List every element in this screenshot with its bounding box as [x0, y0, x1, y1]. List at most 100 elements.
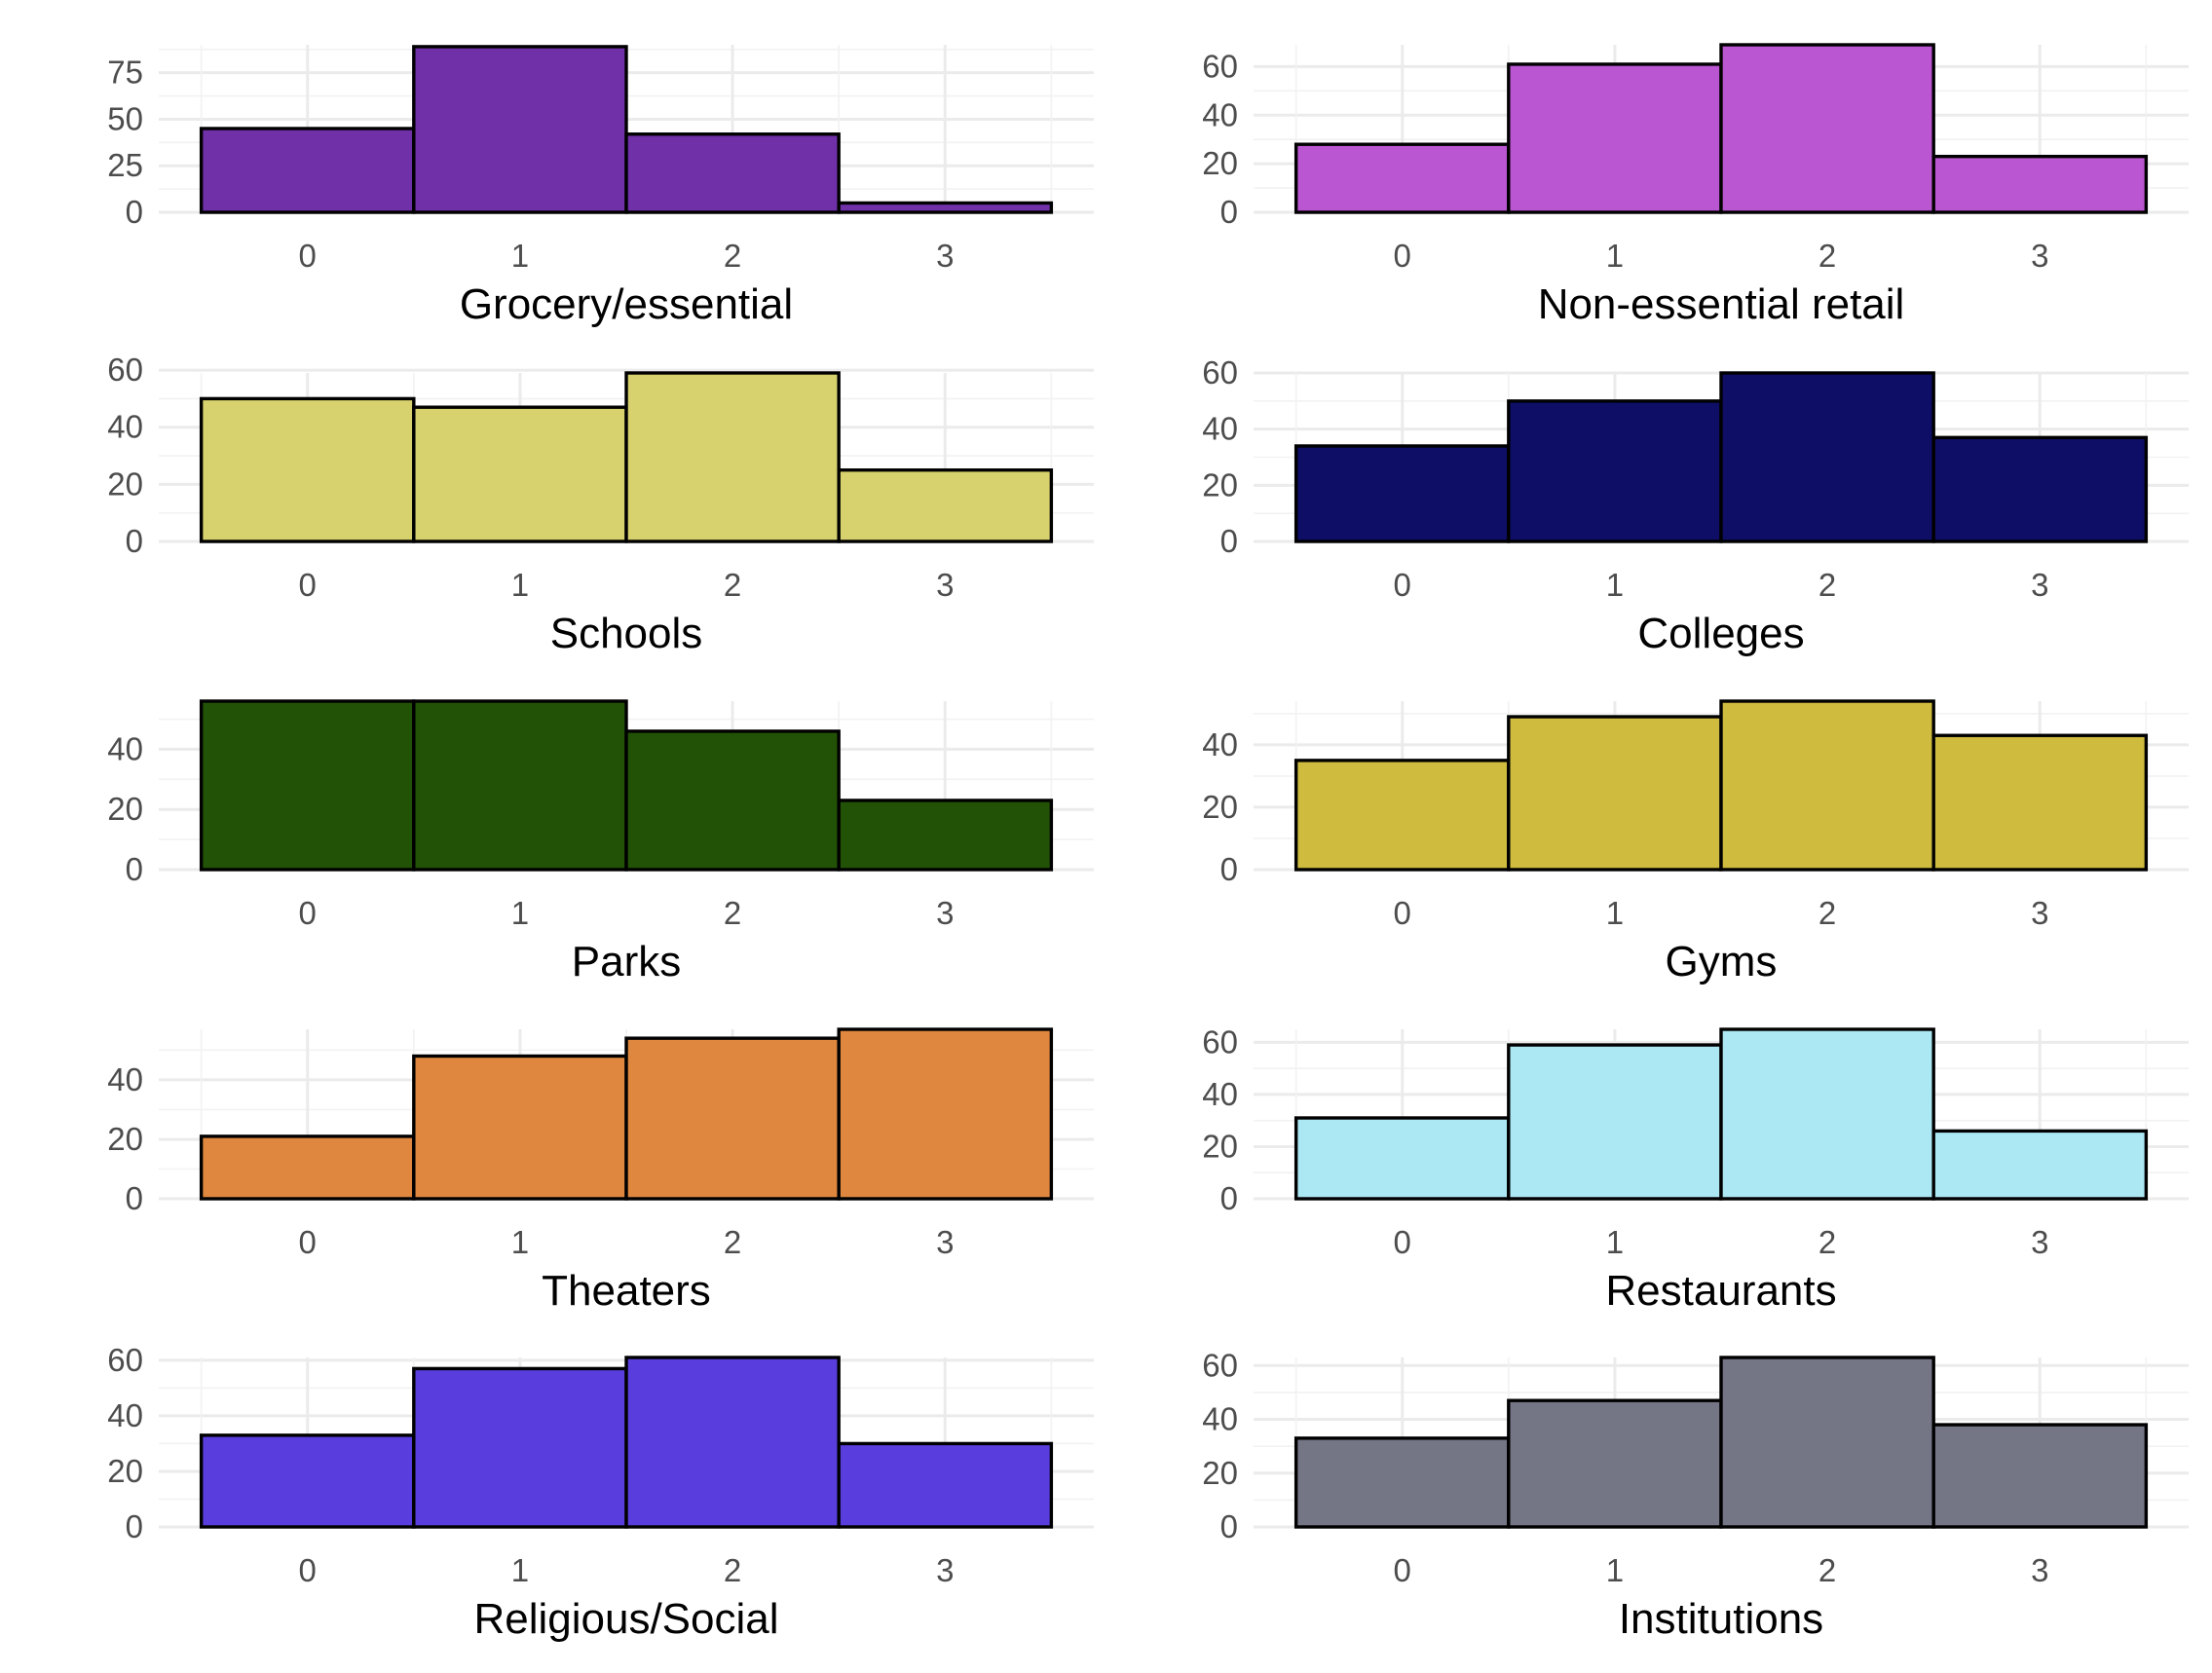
bar	[837, 1441, 1054, 1529]
y-tick-label: 0	[1220, 1508, 1238, 1544]
bar	[412, 45, 628, 214]
bar	[412, 405, 628, 543]
bar	[624, 132, 841, 214]
x-tick-label: 2	[724, 238, 741, 274]
x-tick-label: 1	[511, 567, 529, 603]
bar	[624, 371, 841, 543]
x-tick-label: 1	[511, 238, 529, 274]
y-tick-label: 60	[1202, 48, 1238, 84]
panel-non-essential-retail: 0 20 40 60 0 1 2 3 Non-essential retail	[1202, 43, 2189, 328]
x-tick-label: 0	[1394, 238, 1411, 274]
panel-title: Grocery/essential	[460, 280, 793, 328]
bar	[1719, 1027, 1935, 1201]
y-tick-label: 20	[1202, 466, 1238, 502]
x-tick-label: 1	[511, 1224, 529, 1260]
x-tick-label: 0	[1394, 895, 1411, 931]
panel-title: Parks	[572, 938, 681, 985]
y-tick-label: 40	[1202, 1076, 1238, 1112]
panel-parks: 0 20 40 0 1 2 3 Parks	[107, 699, 1094, 985]
y-tick-label: 0	[126, 1508, 143, 1544]
x-tick-label: 2	[1818, 567, 1836, 603]
bar	[1507, 399, 1723, 543]
x-tick-label: 2	[1818, 1224, 1836, 1260]
bar	[1507, 715, 1723, 872]
bar	[199, 1433, 416, 1529]
bar	[1931, 435, 2149, 543]
y-tick-label: 20	[107, 791, 143, 827]
x-tick-label: 3	[936, 895, 954, 931]
x-tick-label: 3	[936, 567, 954, 603]
x-tick-label: 3	[2031, 567, 2048, 603]
x-tick-label: 2	[1818, 238, 1836, 274]
y-tick-label: 20	[1202, 789, 1238, 825]
y-tick-label: 25	[107, 147, 143, 183]
y-tick-label: 40	[107, 1397, 143, 1433]
y-tick-label: 40	[107, 409, 143, 445]
panel-title: Gyms	[1666, 938, 1778, 985]
y-tick-label: 0	[126, 851, 143, 887]
bar	[1931, 1129, 2149, 1201]
y-tick-label: 20	[107, 1453, 143, 1489]
x-tick-label: 0	[299, 567, 317, 603]
y-tick-label: 40	[107, 1061, 143, 1097]
panel-title: Theaters	[542, 1267, 711, 1315]
y-tick-label: 0	[1220, 194, 1238, 230]
bar	[1293, 444, 1511, 543]
y-tick-label: 0	[1220, 1180, 1238, 1216]
panel-title: Institutions	[1619, 1595, 1823, 1643]
bar	[412, 699, 628, 872]
x-tick-label: 1	[1606, 1224, 1624, 1260]
bar	[1931, 154, 2149, 214]
bar	[624, 1356, 841, 1529]
panel-schools: 0 20 40 60 0 1 2 3 Schools	[107, 352, 1094, 657]
bar	[1293, 1436, 1511, 1529]
bar	[1719, 43, 1935, 214]
bar	[199, 396, 416, 543]
y-tick-label: 0	[1220, 523, 1238, 559]
x-tick-label: 2	[1818, 1552, 1836, 1588]
y-tick-label: 20	[107, 1121, 143, 1157]
panel-theaters: 0 20 40 0 1 2 3 Theaters	[107, 1027, 1094, 1315]
x-tick-label: 2	[1818, 895, 1836, 931]
bar	[1931, 1423, 2149, 1529]
bar	[1507, 1398, 1723, 1529]
y-tick-label: 0	[1220, 851, 1238, 887]
y-tick-label: 20	[107, 465, 143, 502]
y-tick-label: 40	[1202, 1401, 1238, 1437]
bar	[199, 1134, 416, 1201]
y-tick-label: 40	[1202, 726, 1238, 762]
bar	[1293, 759, 1511, 872]
x-tick-label: 2	[724, 1552, 741, 1588]
panel-restaurants: 0 20 40 60 0 1 2 3 Restaurants	[1202, 1023, 2189, 1315]
panel-religious-social: 0 20 40 60 0 1 2 3 Religious/Social	[107, 1342, 1094, 1643]
x-tick-label: 3	[2031, 895, 2048, 931]
x-tick-label: 0	[1394, 1224, 1411, 1260]
y-tick-label: 60	[107, 352, 143, 388]
y-tick-label: 60	[1202, 1347, 1238, 1383]
bar	[199, 127, 416, 214]
x-tick-label: 3	[936, 238, 954, 274]
x-tick-label: 1	[1606, 238, 1624, 274]
y-tick-label: 0	[126, 523, 143, 559]
x-tick-label: 3	[936, 1552, 954, 1588]
panel-title: Non-essential retail	[1538, 280, 1905, 328]
y-tick-label: 0	[126, 194, 143, 230]
bar	[1719, 1356, 1935, 1529]
bar	[1719, 371, 1935, 543]
y-tick-label: 60	[1202, 354, 1238, 390]
bar	[1507, 62, 1723, 214]
x-tick-label: 0	[1394, 1552, 1411, 1588]
y-tick-label: 0	[126, 1180, 143, 1216]
x-tick-label: 2	[724, 567, 741, 603]
y-tick-label: 50	[107, 100, 143, 136]
x-tick-label: 0	[299, 1552, 317, 1588]
panel-gyms: 0 20 40 0 1 2 3 Gyms	[1202, 699, 2189, 985]
x-tick-label: 1	[511, 895, 529, 931]
bar	[412, 1366, 628, 1529]
bar	[1507, 1043, 1723, 1201]
x-tick-label: 1	[1606, 567, 1624, 603]
bar	[412, 1054, 628, 1201]
bar	[837, 799, 1054, 872]
y-tick-label: 75	[107, 55, 143, 91]
